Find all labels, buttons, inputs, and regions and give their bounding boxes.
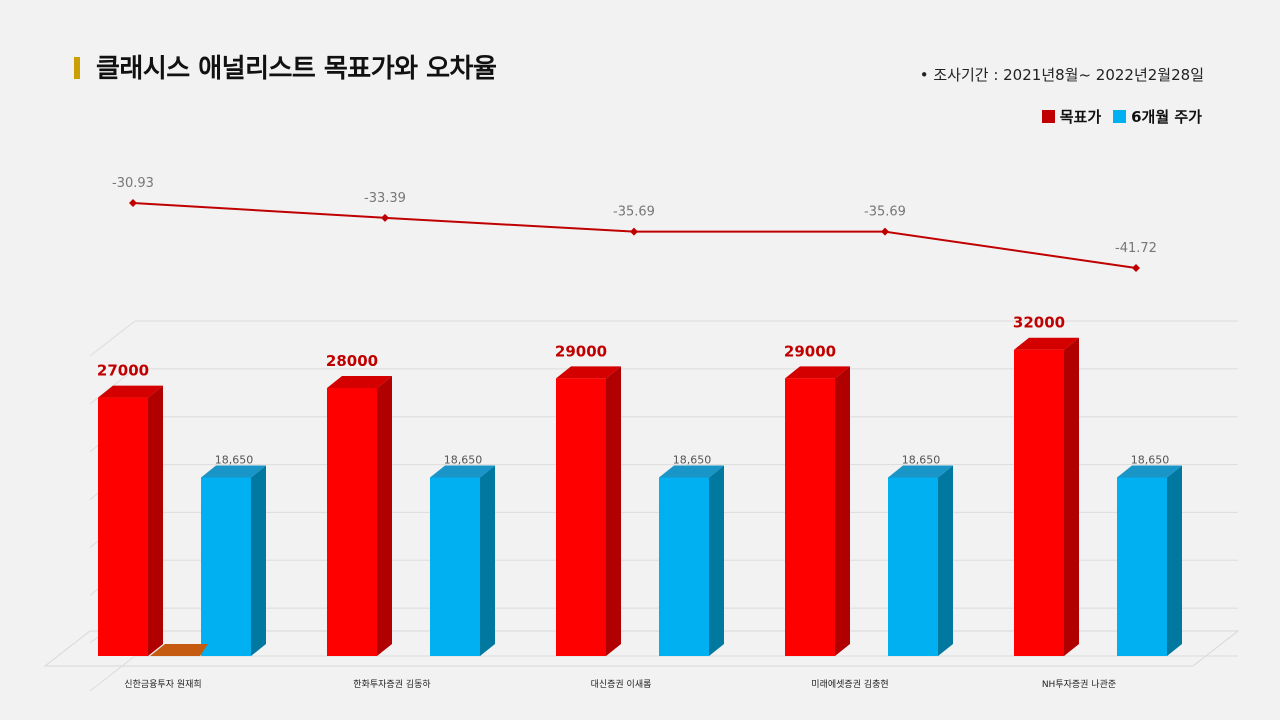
target-bar-label: 28000 bbox=[326, 352, 378, 370]
category-label: 신한금융투자 원재희 bbox=[124, 678, 201, 690]
chart-legend: 목표가 6개월 주가 bbox=[1034, 106, 1202, 127]
price-bar-label: 18,650 bbox=[215, 453, 254, 466]
price-bar-top bbox=[888, 465, 953, 478]
target-bar-top bbox=[98, 385, 163, 398]
target-bar bbox=[1014, 337, 1079, 656]
price-bar-top bbox=[1117, 465, 1182, 478]
price-bar-side bbox=[1167, 465, 1182, 656]
price-bar-label: 18,650 bbox=[444, 453, 483, 466]
price-bar bbox=[430, 465, 495, 656]
price-bar-top bbox=[430, 465, 495, 478]
chart-bar-labels: 27000 18,650 28000 18,650 29000 18,650 29000 18… bbox=[97, 314, 1169, 467]
target-bar-top bbox=[1014, 337, 1079, 350]
price-bar-front bbox=[659, 477, 709, 656]
price-bar-side bbox=[709, 465, 724, 656]
legend-swatch-price bbox=[1113, 110, 1127, 123]
error-rate-marker bbox=[129, 199, 137, 207]
grid-depth-line bbox=[89, 320, 136, 357]
price-bar-top bbox=[659, 465, 724, 478]
error-rate-label: -30.93 bbox=[112, 176, 154, 191]
legend-item-price: 6개월 주가 bbox=[1113, 106, 1202, 127]
page-title: 클래시스 애널리스트 목표가와 오차율 bbox=[96, 54, 497, 84]
price-bar bbox=[201, 465, 266, 656]
target-bar-top bbox=[327, 376, 392, 388]
category-label: 미래에셋증권 김충현 bbox=[811, 678, 888, 690]
price-bar bbox=[1117, 465, 1182, 656]
category-label: 대신증권 이새롬 bbox=[591, 678, 652, 690]
target-bar bbox=[98, 385, 163, 656]
chart-floor bbox=[43, 630, 1240, 667]
target-bar-label: 29000 bbox=[784, 342, 836, 360]
price-bar-side bbox=[251, 465, 266, 656]
legend-swatch-target bbox=[1041, 110, 1055, 123]
target-bar-top bbox=[785, 366, 850, 379]
chart-category-labels: 신한금융투자 원재희 한화투자증권 김동하 대신증권 이새롬 미래에셋증권 김충현 NH… bbox=[124, 678, 1116, 690]
category-label: NH투자증권 나관준 bbox=[1042, 678, 1116, 690]
price-bar bbox=[659, 465, 724, 656]
survey-period: • 조사기간 : 2021년8월~ 2022년2월28일 bbox=[919, 66, 1204, 84]
target-bar-front bbox=[98, 397, 148, 656]
chart-bars bbox=[98, 337, 1182, 656]
target-bar-side bbox=[1064, 337, 1079, 656]
price-bar-side bbox=[480, 465, 495, 656]
error-rate-label: -41.72 bbox=[1115, 241, 1157, 256]
target-bar-label: 29000 bbox=[555, 342, 607, 360]
category-label: 한화투자증권 김동하 bbox=[353, 678, 431, 690]
target-bar-front bbox=[327, 388, 377, 656]
target-bar-side bbox=[377, 376, 392, 656]
price-bar-label: 18,650 bbox=[1131, 453, 1170, 466]
target-bar-top bbox=[556, 366, 621, 379]
price-bar-front bbox=[888, 477, 938, 656]
target-bar-front bbox=[556, 378, 606, 656]
price-bar-front bbox=[430, 477, 480, 656]
target-bar-side bbox=[148, 385, 163, 656]
title-accent-bar bbox=[74, 57, 80, 79]
price-bar-label: 18,650 bbox=[673, 453, 712, 466]
target-bar bbox=[556, 366, 621, 656]
target-bar-front bbox=[1014, 349, 1064, 656]
legend-label-target: 목표가 bbox=[1059, 108, 1102, 126]
error-rate-label: -35.69 bbox=[864, 205, 906, 220]
target-bar-side bbox=[835, 366, 850, 656]
error-rate-marker bbox=[630, 227, 638, 236]
error-rate-label: -33.39 bbox=[364, 191, 406, 206]
price-bar-front bbox=[201, 477, 251, 656]
error-rate-marker bbox=[881, 227, 889, 236]
error-rate-marker bbox=[1132, 264, 1140, 272]
target-bar bbox=[785, 366, 850, 656]
price-bar-side bbox=[938, 465, 953, 656]
error-rate-marker bbox=[381, 213, 389, 222]
target-bar-side bbox=[606, 366, 621, 656]
price-bar-front bbox=[1117, 477, 1167, 656]
target-bar-label: 32000 bbox=[1013, 314, 1065, 332]
target-bar-label: 27000 bbox=[97, 362, 149, 380]
grid-depth-line bbox=[89, 655, 136, 692]
error-rate-line: -30.93 -33.39 -35.69 -35.69 -41.72 bbox=[112, 176, 1157, 272]
price-bar-top bbox=[201, 465, 266, 478]
price-bar bbox=[888, 465, 953, 656]
legend-label-price: 6개월 주가 bbox=[1131, 108, 1202, 126]
floor-patch bbox=[150, 644, 208, 656]
legend-item-target: 목표가 bbox=[1041, 106, 1102, 127]
target-bar-front bbox=[785, 378, 835, 656]
target-bar bbox=[327, 376, 392, 656]
price-bar-label: 18,650 bbox=[902, 453, 941, 466]
error-rate-label: -35.69 bbox=[613, 205, 655, 220]
